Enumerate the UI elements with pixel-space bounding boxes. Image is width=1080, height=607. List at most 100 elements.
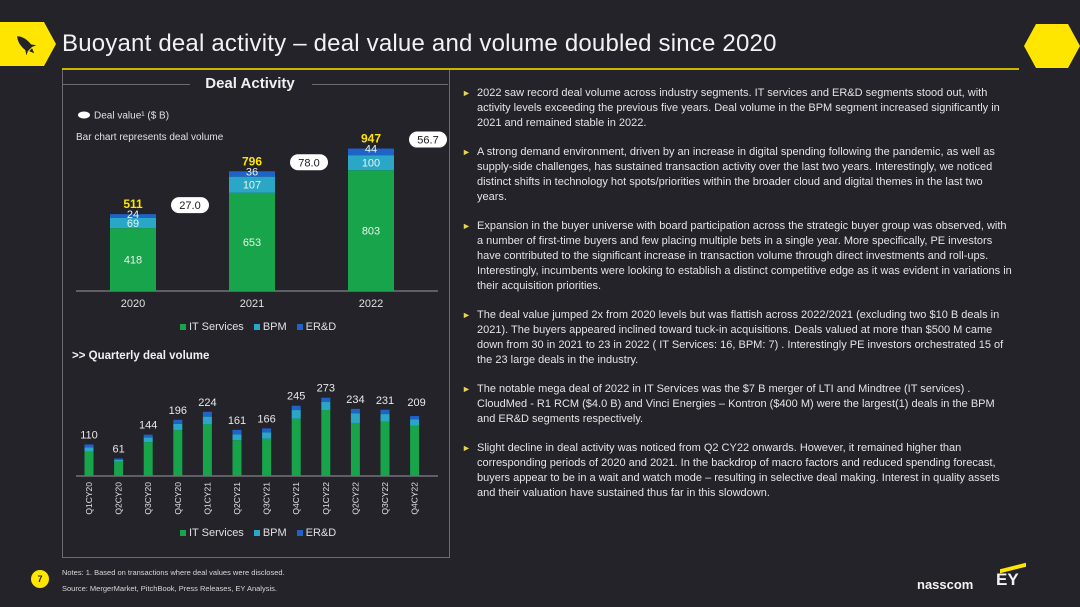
ey-logo: EY: [996, 570, 1019, 589]
triangle-bullet-icon: ►: [462, 147, 471, 157]
panel-title-rule-left: [62, 84, 190, 85]
quarter-tick-Q1CY21: Q1CY21: [202, 482, 212, 515]
quarter-bar-bpm-Q2CY20: [114, 459, 124, 462]
deal-value-pill-2020: [171, 197, 209, 214]
quarter-bar-bpm-Q2CY22: [350, 413, 360, 423]
nasscom-logo: nasscom: [917, 577, 974, 592]
quarter-bar-bpm-Q1CY21: [202, 416, 212, 425]
annual-tick-2022: 2022: [359, 298, 383, 310]
quarter-bar-bpm-Q4CY22: [410, 419, 420, 426]
quarter-bar-it-services-Q4CY20: [173, 430, 183, 476]
quarter-tick-Q2CY21: Q2CY21: [232, 482, 242, 515]
quarter-bar-er-d-Q1CY21: [202, 411, 212, 417]
quarter-bar-it-services-Q4CY22: [410, 425, 420, 476]
quarter-tick-Q3CY20: Q3CY20: [143, 482, 153, 515]
notes-text: Notes: 1. Based on transactions where de…: [62, 568, 285, 577]
quarter-total-Q2CY20: 61: [112, 444, 124, 456]
hexagon-icon: [1024, 24, 1080, 68]
quarter-total-Q4CY21: 245: [287, 391, 305, 403]
annual-bar-er-d-2022: [348, 148, 394, 156]
quarter-bar-it-services-Q2CY21: [232, 440, 242, 476]
annual-label-bpm-2021: 107: [243, 180, 261, 192]
quarterly-title: >> Quarterly deal volume: [72, 350, 210, 362]
quarter-bar-bpm-Q3CY20: [143, 437, 153, 443]
annual-legend: IT Services BPM ER&D: [180, 321, 336, 333]
annual-bar-it-services-2022: [348, 170, 394, 291]
quarter-total-Q4CY22: 209: [407, 397, 425, 409]
quarter-total-Q3CY20: 144: [139, 420, 157, 432]
annual-bar-bpm-2021: [229, 176, 275, 193]
page-title: Buoyant deal activity – deal value and v…: [62, 30, 777, 57]
deal-activity-panel: [62, 70, 450, 558]
annual-deal-chart: Deal value¹ ($ B) Bar chart represents d…: [76, 111, 447, 310]
commentary-item: ► The notable mega deal of 2022 in IT Ser…: [462, 383, 995, 425]
quarter-bar-it-services-Q3CY22: [380, 421, 390, 476]
annual-bar-it-services-2021: [229, 192, 275, 291]
annual-bar-er-d-2021: [229, 171, 275, 177]
bar-chart-note: Bar chart represents deal volume: [76, 132, 224, 143]
rocket-icon: [0, 22, 56, 66]
deal-value-legend-swatch: [78, 111, 90, 119]
annual-bar-bpm-2020: [110, 217, 156, 229]
annual-bar-it-services-2020: [110, 228, 156, 291]
quarter-total-Q1CY22: 273: [317, 383, 335, 395]
source-text: Source: MergerMarket, PitchBook, Press R…: [62, 584, 277, 593]
deal-activity-title: Deal Activity: [190, 75, 310, 92]
deal-value-pill-2022: [409, 131, 447, 148]
quarter-bar-er-d-Q1CY22: [321, 397, 331, 403]
quarter-bar-er-d-Q4CY22: [410, 416, 420, 420]
page-number: 7: [31, 570, 49, 588]
quarter-tick-Q1CY20: Q1CY20: [84, 482, 94, 515]
quarter-bar-bpm-Q4CY20: [173, 423, 183, 431]
quarter-bar-it-services-Q2CY22: [350, 422, 360, 476]
annual-label-er-d-2020: 24: [127, 209, 139, 221]
annual-label-er-d-2022: 44: [365, 144, 377, 156]
quarter-tick-Q3CY21: Q3CY21: [262, 482, 272, 515]
quarter-bar-er-d-Q3CY20: [143, 434, 153, 438]
quarter-bar-er-d-Q3CY21: [262, 428, 272, 433]
deal-value-legend-label: Deal value¹ ($ B): [94, 111, 169, 122]
quarter-total-Q1CY20: 110: [80, 429, 98, 441]
deal-value-label-2021: 78.0: [298, 157, 319, 169]
quarter-bar-er-d-Q4CY20: [173, 419, 183, 424]
quarter-bar-it-services-Q1CY20: [84, 451, 94, 476]
legend-erd: ER&D: [296, 321, 336, 333]
quarterly-deal-chart: 110 Q1CY20 61 Q2CY20 144 Q3CY20 196 Q4CY20 224 Q1…: [76, 383, 438, 515]
quarter-bar-bpm-Q3CY22: [380, 414, 390, 422]
quarter-bar-it-services-Q2CY20: [114, 461, 124, 476]
annual-label-bpm-2022: 100: [362, 158, 380, 170]
triangle-bullet-icon: ►: [462, 443, 471, 453]
quarter-bar-it-services-Q1CY21: [202, 424, 212, 476]
annual-tick-2020: 2020: [121, 298, 145, 310]
annual-bar-er-d-2020: [110, 214, 156, 218]
quarter-total-Q1CY21: 224: [198, 397, 216, 409]
annual-total-2022: 947: [361, 132, 381, 146]
quarter-tick-Q2CY22: Q2CY22: [350, 482, 360, 515]
commentary-item: ► The deal value jumped 2x from 2020 leve…: [462, 309, 1004, 366]
quarter-bar-it-services-Q4CY21: [291, 418, 301, 476]
quarter-bar-bpm-Q3CY21: [262, 432, 272, 439]
panel-title-rule-right: [312, 84, 448, 85]
quarter-tick-Q2CY20: Q2CY20: [114, 482, 124, 515]
q-legend-it-services: IT Services: [180, 527, 244, 539]
annual-label-it-services-2020: 418: [124, 255, 142, 267]
quarter-tick-Q4CY21: Q4CY21: [291, 482, 301, 515]
quarter-bar-bpm-Q1CY22: [321, 402, 331, 411]
quarter-bar-it-services-Q3CY21: [262, 438, 272, 476]
annual-label-it-services-2021: 653: [243, 237, 261, 249]
quarter-total-Q2CY22: 234: [346, 394, 364, 406]
quarter-total-Q4CY20: 196: [169, 405, 187, 417]
commentary-item: ► A strong demand environment, driven by …: [462, 146, 995, 203]
commentary-list: ► 2022 saw record deal volume across indu…: [462, 86, 1012, 515]
deal-value-label-2022: 56.7: [417, 135, 438, 147]
triangle-bullet-icon: ►: [462, 88, 471, 98]
triangle-bullet-icon: ►: [462, 310, 471, 320]
quarter-total-Q3CY21: 166: [257, 413, 275, 425]
quarter-bar-bpm-Q4CY21: [291, 410, 301, 419]
quarter-total-Q3CY22: 231: [376, 395, 394, 407]
q-legend-bpm: BPM: [253, 527, 287, 539]
triangle-bullet-icon: ►: [462, 221, 471, 231]
annual-label-it-services-2022: 803: [362, 226, 380, 238]
quarter-bar-bpm-Q2CY21: [232, 434, 242, 441]
quarter-tick-Q4CY22: Q4CY22: [410, 482, 420, 515]
